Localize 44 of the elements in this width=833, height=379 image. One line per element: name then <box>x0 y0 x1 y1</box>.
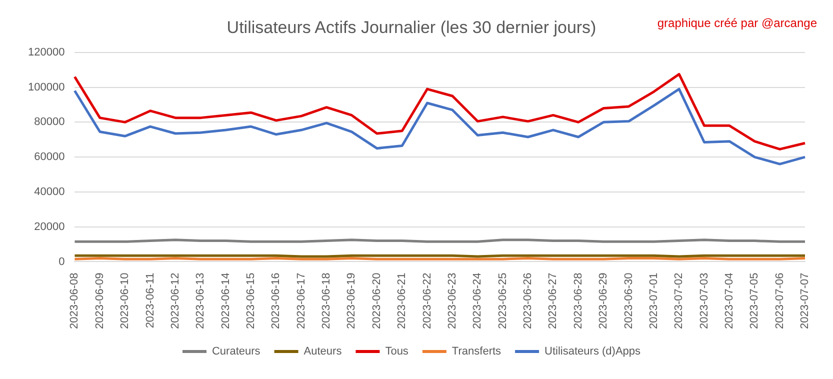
x-tick-label: 2023-06-25 <box>496 272 509 330</box>
x-tick-label: 2023-06-24 <box>472 272 484 330</box>
legend-label: Utilisateurs (d)Apps <box>544 346 642 358</box>
x-tick-label: 2023-07-05 <box>748 272 761 330</box>
legend-label: Tous <box>385 346 409 358</box>
x-tick-label: 2023-06-11 <box>144 272 156 328</box>
x-tick-label: 2023-07-01 <box>648 272 660 330</box>
x-tick-label: 2023-06-12 <box>169 272 182 330</box>
y-tick-label: 40000 <box>34 186 65 198</box>
x-tick-label: 2023-06-23 <box>446 272 458 330</box>
x-tick-label: 2023-07-04 <box>723 272 736 330</box>
x-tick-label: 2023-06-14 <box>220 272 232 330</box>
x-tick-label: 2023-06-28 <box>572 272 584 330</box>
x-tick-label: 2023-07-02 <box>673 272 686 330</box>
x-tick-label: 2023-07-06 <box>774 272 786 330</box>
x-tick-label: 2023-06-13 <box>194 272 207 330</box>
x-tick-label: 2023-06-30 <box>622 272 635 330</box>
y-tick-label: 20000 <box>34 220 65 233</box>
y-tick-label: 60000 <box>34 151 65 164</box>
y-tick-label: 80000 <box>34 116 65 128</box>
x-tick-label: 2023-06-29 <box>598 272 610 330</box>
x-tick-label: 2023-06-16 <box>270 272 282 330</box>
x-tick-label: 2023-07-03 <box>698 272 710 330</box>
legend-label: Auteurs <box>304 346 342 358</box>
x-tick-label: 2023-06-08 <box>68 272 81 330</box>
legend-label: Curateurs <box>212 346 261 358</box>
x-tick-label: 2023-06-10 <box>119 272 132 330</box>
y-tick-label: 120000 <box>28 46 65 58</box>
x-tick-label: 2023-06-18 <box>320 272 333 330</box>
x-tick-label: 2023-06-20 <box>370 272 383 330</box>
x-tick-label: 2023-06-09 <box>94 272 106 330</box>
x-tick-label: 2023-06-21 <box>396 272 408 330</box>
x-tick-label: 2023-06-19 <box>346 272 358 330</box>
x-tick-label: 2023-06-22 <box>421 272 434 330</box>
y-tick-label: 0 <box>58 256 65 268</box>
x-tick-label: 2023-06-26 <box>522 272 534 330</box>
text: graphique créé par @arcange <box>657 16 817 30</box>
x-tick-label: 2023-06-15 <box>245 272 258 330</box>
chart-title: Utilisateurs Actifs Journalier (les 30 dernier jours) <box>226 18 596 37</box>
x-tick-label: 2023-06-17 <box>295 272 308 330</box>
x-tick-label: 2023-07-07 <box>799 272 812 330</box>
x-tick-label: 2023-06-27 <box>547 272 560 330</box>
y-tick-label: 100000 <box>28 81 65 94</box>
legend-label: Transferts <box>452 346 502 358</box>
